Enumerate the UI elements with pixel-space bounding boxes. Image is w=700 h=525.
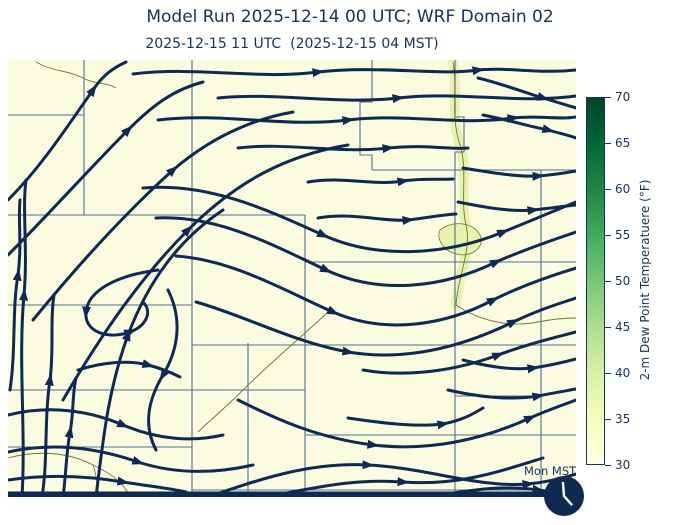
- streamline: [216, 94, 576, 104]
- colorbar-tick: 45: [605, 321, 645, 333]
- streamline: [40, 293, 56, 497]
- streamline: [156, 114, 576, 126]
- streamline: [461, 166, 576, 181]
- streamline: [131, 66, 576, 78]
- streamline: [316, 212, 458, 226]
- colorbar-tick: 65: [605, 137, 645, 149]
- tick-mark: [605, 142, 611, 144]
- streamline: [461, 357, 576, 374]
- streamline: [481, 113, 576, 140]
- streamline: [31, 110, 295, 322]
- colorbar: [586, 97, 605, 465]
- tick-mark: [605, 234, 611, 236]
- tick-label: 65: [615, 136, 631, 150]
- tick-label: 70: [615, 90, 631, 104]
- tick-mark: [605, 418, 611, 420]
- streamline: [346, 406, 485, 430]
- colorbar-tick: 70: [605, 91, 645, 103]
- tick-label: 60: [615, 182, 631, 196]
- streamline: [147, 288, 179, 452]
- clock-minute-hand: [561, 481, 566, 498]
- streamline: [206, 460, 576, 497]
- streamline: [236, 398, 576, 449]
- streamline: [236, 144, 470, 154]
- tick-mark: [605, 464, 611, 466]
- tick-mark: [605, 326, 611, 328]
- streamline: [8, 60, 128, 202]
- streamline: [8, 445, 255, 473]
- tick-mark: [605, 372, 611, 374]
- tick-mark: [605, 280, 611, 282]
- streamline: [446, 387, 576, 402]
- figure-subtitle: 2025-12-15 11 UTC (2025-12-15 04 MST): [145, 36, 439, 52]
- colorbar-tick: 60: [605, 183, 645, 195]
- map-background: [8, 60, 576, 497]
- streamline: [19, 178, 28, 497]
- streamline: [456, 200, 576, 216]
- streamline: [82, 268, 160, 339]
- streamline: [154, 216, 576, 288]
- colorbar-label: 2-m Dew Point Temperatuere (°F): [638, 179, 652, 381]
- streamline: [8, 408, 225, 441]
- day-label: Mon MST: [524, 464, 577, 478]
- streamline: [476, 76, 576, 110]
- streamline: [8, 474, 188, 494]
- streamline: [8, 198, 22, 392]
- streamline: [61, 376, 78, 497]
- wind-streamlines: [8, 60, 576, 497]
- tick-label: 45: [615, 320, 631, 334]
- tick-label: 55: [615, 228, 631, 242]
- streamline: [306, 177, 455, 187]
- tick-label: 30: [615, 458, 631, 472]
- streamline: [61, 143, 350, 402]
- clock-hour-hand: [562, 494, 573, 506]
- streamline-map: [8, 60, 576, 497]
- streamline: [76, 359, 182, 379]
- colorbar-tick: 35: [605, 413, 645, 425]
- streamline: [361, 330, 576, 375]
- tick-mark: [605, 188, 611, 190]
- bottom-axis-spine: [8, 491, 576, 497]
- tick-label: 40: [615, 366, 631, 380]
- colorbar-tick: 30: [605, 459, 645, 471]
- streamline: [261, 456, 545, 497]
- streamline: [8, 80, 205, 257]
- colorbar-ticks: 70 65 60 55 50 45 40 35 30: [605, 91, 645, 471]
- clock-icon: [544, 476, 584, 516]
- colorbar-tick: 55: [605, 229, 645, 241]
- colorbar-tick: 50: [605, 275, 645, 287]
- tick-label: 50: [615, 274, 631, 288]
- figure-title: Model Run 2025-12-14 00 UTC; WRF Domain …: [146, 7, 554, 27]
- tick-label: 35: [615, 412, 631, 426]
- tick-mark: [605, 96, 611, 98]
- colorbar-tick: 40: [605, 367, 645, 379]
- streamline: [194, 296, 576, 357]
- streamline: [141, 185, 576, 254]
